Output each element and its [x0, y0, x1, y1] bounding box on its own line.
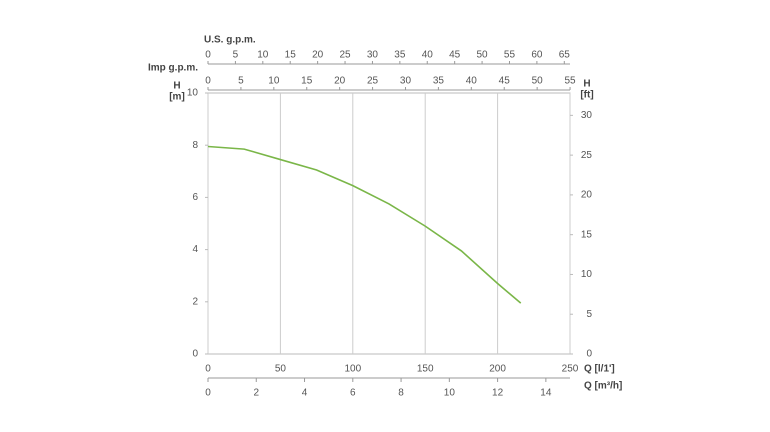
top-tick-label: 45	[499, 76, 511, 87]
x2-tick-label: 8	[398, 388, 404, 399]
y-tick-label: 8	[192, 140, 198, 151]
y2-tick-label: 25	[581, 150, 593, 161]
top-tick-label: 25	[367, 76, 379, 87]
y2-tick-label: 10	[581, 269, 593, 280]
pump-curve	[207, 145, 522, 304]
top-tick-label: 55	[504, 50, 516, 61]
x2-axis-label: Q [m³/h]	[584, 381, 622, 392]
top-tick-label: 5	[238, 76, 244, 87]
y-tick-label: 6	[192, 192, 198, 203]
x2-tick-label: 14	[540, 388, 552, 399]
x2-tick-label: 12	[492, 388, 504, 399]
y2-axis-label: H	[583, 79, 590, 90]
y2-tick-label: 15	[581, 229, 593, 240]
x-tick-label: 200	[489, 364, 506, 375]
top-tick-label: 40	[422, 50, 434, 61]
x-axis-label: Q [l/1']	[584, 364, 615, 375]
top-tick-label: 20	[312, 50, 324, 61]
top-axis-label: U.S. g.p.m.	[204, 35, 256, 46]
x-tick-label: 150	[417, 364, 434, 375]
top-tick-label: 15	[285, 50, 297, 61]
top-tick-label: 35	[394, 50, 406, 61]
x-tick-label: 50	[275, 364, 287, 375]
x-tick-label: 250	[562, 364, 579, 375]
top-axis-label: Imp g.p.m.	[148, 63, 198, 74]
x-tick-label: 100	[344, 364, 361, 375]
x2-tick-label: 6	[350, 388, 356, 399]
y-tick-label: 10	[187, 88, 199, 99]
y-axis-label: H	[173, 81, 180, 92]
top-tick-label: 30	[400, 76, 412, 87]
x2-tick-label: 4	[302, 388, 308, 399]
y2-tick-label: 20	[581, 190, 593, 201]
top-tick-label: 60	[531, 50, 543, 61]
top-tick-label: 10	[257, 50, 269, 61]
top-tick-label: 25	[339, 50, 351, 61]
y-tick-label: 2	[192, 296, 198, 307]
top-tick-label: 45	[449, 50, 461, 61]
x2-tick-label: 2	[253, 388, 259, 399]
top-tick-label: 15	[301, 76, 313, 87]
top-tick-label: 65	[559, 50, 571, 61]
plot-area	[207, 92, 571, 355]
y-axis-label: [m]	[169, 92, 185, 103]
top-tick-label: 30	[367, 50, 379, 61]
x-tick-label: 0	[205, 364, 211, 375]
y2-tick-label: 5	[586, 309, 592, 320]
top-tick-label: 50	[532, 76, 544, 87]
x2-tick-label: 10	[444, 388, 456, 399]
top-tick-label: 0	[205, 50, 211, 61]
top-tick-label: 50	[477, 50, 489, 61]
top-tick-label: 5	[233, 50, 239, 61]
top-tick-label: 35	[433, 76, 445, 87]
top-tick-label: 55	[565, 76, 577, 87]
y2-axis-label: [ft]	[580, 90, 593, 101]
top-tick-label: 0	[205, 76, 211, 87]
x2-tick-label: 0	[205, 388, 211, 399]
y2-tick-label: 0	[586, 349, 592, 360]
y-tick-label: 0	[192, 349, 198, 360]
top-tick-label: 10	[268, 76, 280, 87]
y2-tick-label: 30	[581, 110, 593, 121]
y-tick-label: 4	[192, 244, 198, 255]
top-tick-label: 20	[334, 76, 346, 87]
top-tick-label: 40	[466, 76, 478, 87]
